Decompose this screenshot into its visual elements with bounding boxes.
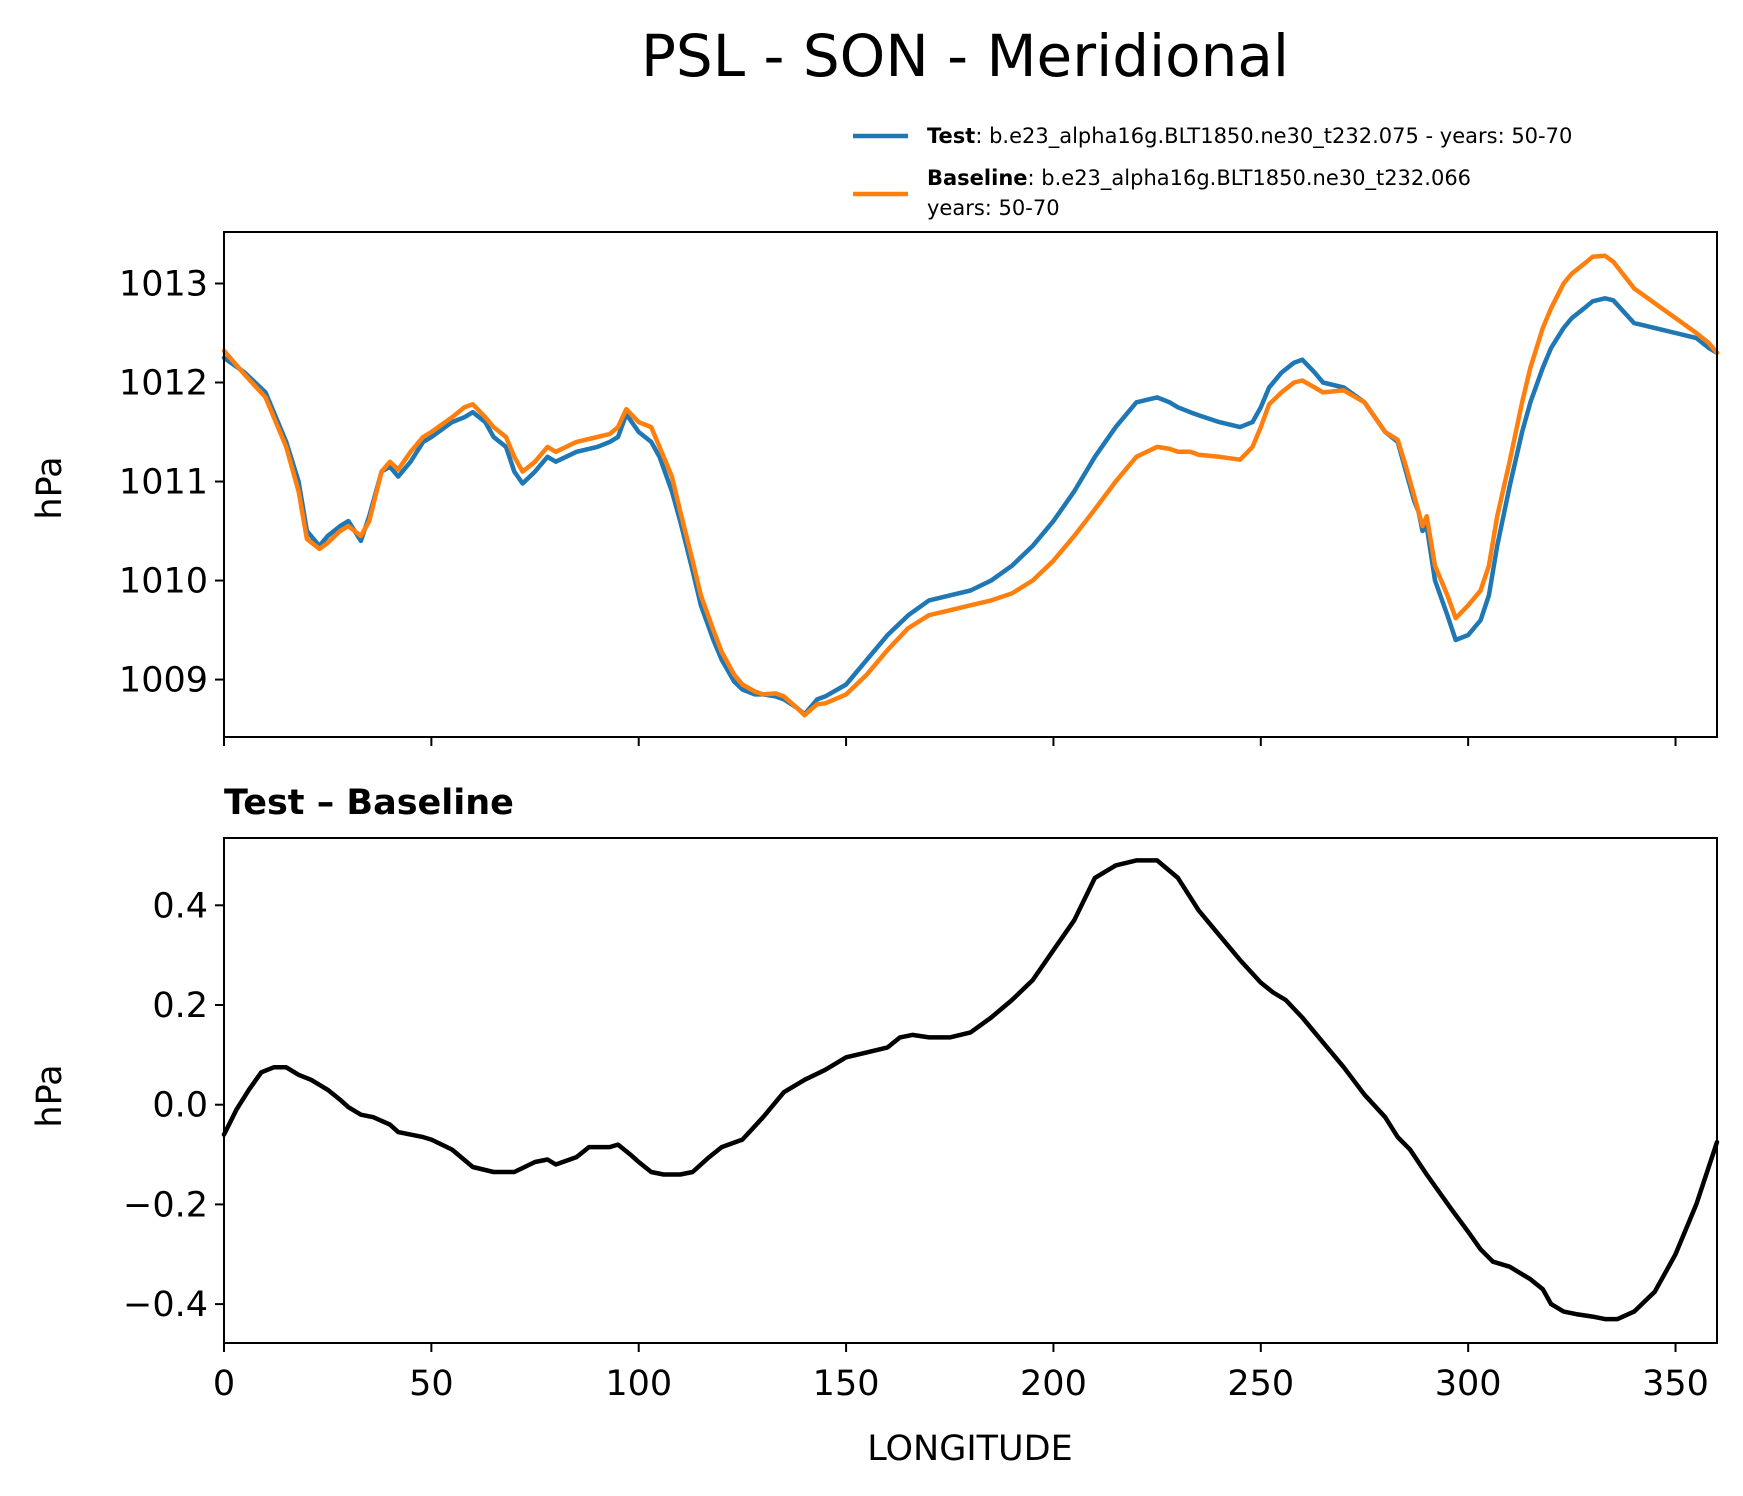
x-tick-label: 350 <box>1642 1364 1709 1404</box>
y-tick-label: −0.4 <box>123 1285 208 1325</box>
legend-label-test: Test: b.e23_alpha16g.BLT1850.ne30_t232.0… <box>927 124 1572 149</box>
y-tick-label: 1012 <box>119 364 208 404</box>
y-tick-label: 0.0 <box>152 1086 208 1126</box>
bottom-axes: Test – Baseline hPa LONGITUDE 0.4 0.2 0.0 −… <box>30 783 1720 1469</box>
legend-label-baseline: Baseline: b.e23_alpha16g.BLT1850.ne30_t2… <box>927 166 1471 191</box>
y-tick-label: 1010 <box>119 562 208 602</box>
x-tick-label: 0 <box>213 1364 235 1404</box>
top-ylabel: hPa <box>30 456 70 519</box>
top-axes: hPa 1009 1010 1011 1012 1013 <box>30 231 1720 746</box>
series-line-baseline <box>221 253 1720 718</box>
legend-detail-baseline: : b.e23_alpha16g.BLT1850.ne30_t232.066 <box>1028 166 1472 191</box>
x-tick-label: 300 <box>1435 1364 1502 1404</box>
diff-subtitle: Test – Baseline <box>224 783 514 823</box>
y-tick-label: 1013 <box>119 264 208 304</box>
bottom-yticks: 0.4 0.2 0.0 −0.2 −0.4 <box>123 886 224 1325</box>
bottom-xticks: 0 50 100 150 200 250 300 350 <box>213 1343 1709 1404</box>
bottom-xlabel: LONGITUDE <box>867 1429 1073 1469</box>
legend-name-test: Test <box>927 124 975 148</box>
bottom-series-lines <box>221 858 1720 1322</box>
y-tick-label: 0.2 <box>152 986 208 1026</box>
x-tick-label: 250 <box>1227 1364 1294 1404</box>
bottom-ylabel: hPa <box>30 1064 70 1127</box>
legend-label-baseline-years: years: 50-70 <box>927 196 1060 220</box>
bottom-axes-frame <box>223 837 1718 1344</box>
top-xticks <box>223 737 1677 746</box>
legend: Test: b.e23_alpha16g.BLT1850.ne30_t232.0… <box>853 124 1572 220</box>
y-tick-label: 0.4 <box>152 886 208 926</box>
top-series-lines <box>221 253 1720 718</box>
top-axes-frame <box>223 231 1718 738</box>
legend-name-baseline: Baseline <box>927 166 1028 190</box>
legend-detail-test: : b.e23_alpha16g.BLT1850.ne30_t232.075 -… <box>975 124 1572 149</box>
series-line-test-baseline <box>221 858 1720 1322</box>
series-line-test <box>221 296 1720 717</box>
x-tick-label: 150 <box>813 1364 880 1404</box>
x-tick-label: 50 <box>409 1364 454 1404</box>
top-yticks: 1009 1010 1011 1012 1013 <box>119 264 224 701</box>
x-tick-label: 200 <box>1020 1364 1087 1404</box>
y-tick-label: −0.2 <box>123 1185 208 1225</box>
main-title: PSL - SON - Meridional <box>641 22 1289 90</box>
y-tick-label: 1011 <box>119 463 208 503</box>
x-tick-label: 100 <box>605 1364 672 1404</box>
y-tick-label: 1009 <box>119 661 208 701</box>
